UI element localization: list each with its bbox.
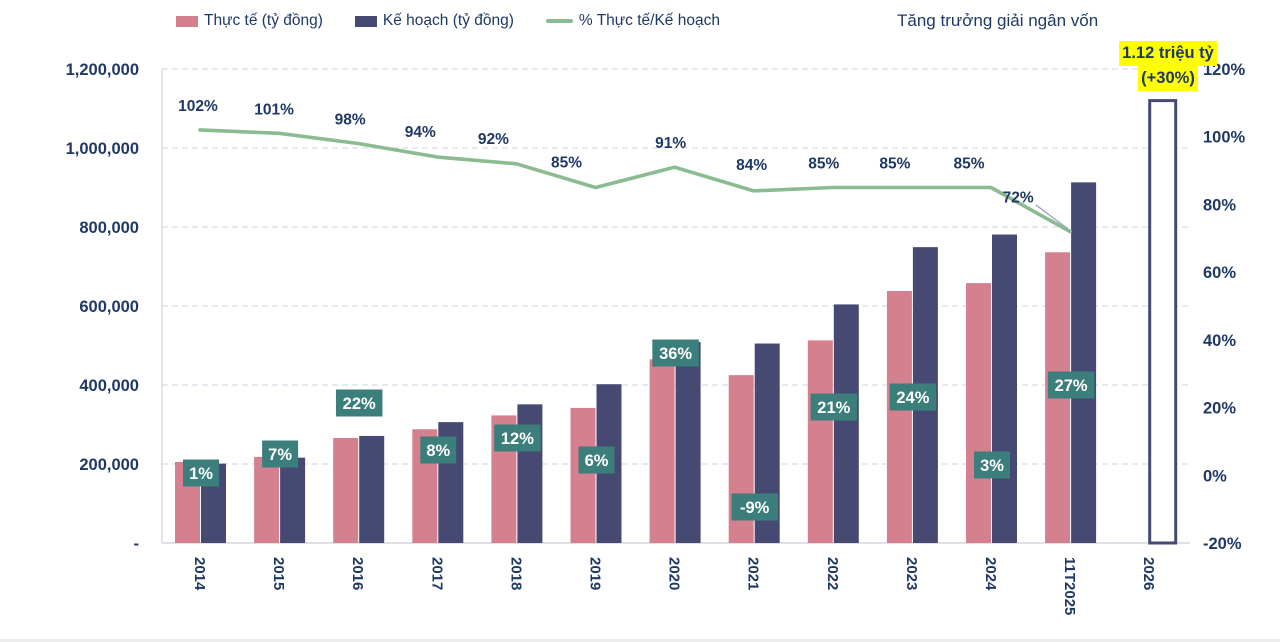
- growth-badge-label: 24%: [896, 389, 929, 407]
- ratio-line: [198, 128, 1072, 234]
- ratio-label-2022: 85%: [808, 156, 839, 173]
- ratio-label-2021: 84%: [736, 157, 767, 174]
- bar-actual-2024: [966, 283, 991, 543]
- x-tick-2021: 2021: [745, 557, 762, 590]
- y-axis-left-tick: 800,000: [79, 219, 139, 237]
- y-axis-left-tick: 400,000: [79, 377, 139, 395]
- ratio-label-2015: 101%: [254, 101, 294, 118]
- x-tick-2020: 2020: [666, 557, 683, 590]
- x-tick-2018: 2018: [507, 557, 524, 590]
- growth-badge-label: 1%: [189, 465, 213, 483]
- bar-actual-2023: [886, 290, 912, 543]
- ratio-label-2019: 85%: [551, 155, 582, 172]
- y-axis-left-tick: 1,000,000: [66, 140, 139, 158]
- bar-actual-2019: [570, 407, 596, 543]
- legend-item-plan: Kế hoạch (tỷ đồng): [354, 12, 514, 30]
- y-axis-right-tick: -20%: [1203, 535, 1242, 553]
- ratio-label-2014: 102%: [178, 98, 218, 115]
- bar-plan-2022: [833, 304, 859, 543]
- growth-badge-label: 12%: [501, 430, 534, 448]
- growth-badge-2021: [731, 493, 778, 521]
- chart-title: Tăng trưởng giải ngân vốn: [897, 11, 1099, 30]
- y-axis-left-tick: 1,200,000: [66, 61, 139, 79]
- growth-badge-2016: [335, 389, 383, 417]
- ratio-leader-line: [1035, 204, 1069, 230]
- x-tick-11T2025: 11T2025: [1061, 557, 1078, 615]
- growth-badge-label: 36%: [659, 345, 692, 363]
- legend-item-ratio: % Thực tế/Kế hoạch: [545, 12, 720, 30]
- legend-label-plan: Kế hoạch (tỷ đồng): [382, 12, 514, 29]
- growth-badge-2020: [652, 339, 699, 367]
- y-axis-right-tick: 0%: [1203, 467, 1227, 485]
- ratio-label-2024: 85%: [953, 156, 984, 173]
- y-axis-right-tick: 60%: [1203, 264, 1236, 282]
- y-axis-left-tick: -: [134, 535, 140, 553]
- x-tick-2024: 2024: [982, 557, 999, 591]
- ratio-label-2018: 92%: [478, 131, 509, 148]
- actual-series-swatch: [176, 15, 198, 27]
- growth-badge-label: 3%: [980, 457, 1004, 475]
- x-tick-2015: 2015: [270, 557, 287, 590]
- y-axis-right-tick: 40%: [1203, 332, 1236, 350]
- growth-badge-2017: [420, 436, 457, 464]
- y-axis-left-tick: 600,000: [79, 298, 139, 316]
- x-tick-2019: 2019: [587, 557, 604, 590]
- y-axis-right-tick: 20%: [1203, 400, 1236, 418]
- bar-actual-2016: [333, 437, 359, 543]
- ratio-label-2020: 91%: [655, 135, 686, 152]
- x-tick-2016: 2016: [349, 557, 366, 590]
- x-tick-2026: 2026: [1140, 557, 1157, 590]
- growth-badge-2022: [810, 393, 858, 421]
- growth-badge-2015: [262, 440, 299, 468]
- bottom-edge-divider: [0, 639, 1280, 642]
- x-tick-2022: 2022: [824, 557, 841, 590]
- growth-badge-label: 8%: [426, 442, 450, 460]
- growth-badge-label: -9%: [740, 499, 770, 517]
- growth-badge-11T2025: [1047, 371, 1095, 399]
- x-tick-2014: 2014: [191, 557, 208, 591]
- y-axis-left-tick: 200,000: [79, 456, 139, 474]
- ratio-label-11T2025: 72%: [1003, 190, 1034, 207]
- growth-badge-2023: [889, 383, 937, 411]
- ratio-label-2017: 94%: [405, 124, 436, 141]
- y-axis-right-tick: 100%: [1203, 129, 1246, 147]
- growth-badge-2018: [494, 424, 541, 452]
- growth-badge-label: 21%: [817, 399, 850, 417]
- bar-plan-11T2025: [1071, 182, 1097, 544]
- annotation-growth: (+30%): [1138, 66, 1198, 91]
- growth-badge-label: 7%: [268, 446, 292, 464]
- growth-badge-label: 6%: [585, 452, 609, 470]
- growth-badge-2024: [974, 451, 1010, 479]
- growth-badge-2014: [183, 459, 219, 487]
- bar-actual-2015: [254, 456, 280, 543]
- bar-plan-outlined-2026: [1148, 99, 1178, 545]
- growth-badge-label: 27%: [1055, 377, 1088, 395]
- bar-plan-2020: [675, 341, 701, 543]
- growth-badge-label: 22%: [343, 395, 376, 413]
- x-tick-2017: 2017: [428, 557, 445, 590]
- legend-label-actual: Thực tế (tỷ đồng): [204, 12, 323, 29]
- bar-plan-2015: [280, 457, 306, 543]
- ratio-series-swatch: [545, 19, 573, 23]
- bar-plan-2016: [359, 435, 385, 543]
- annotation-value: 1.12 triệu tỷ: [1119, 41, 1217, 66]
- legend-item-actual: Thực tế (tỷ đồng): [176, 12, 323, 30]
- ratio-label-2016: 98%: [335, 111, 366, 128]
- bar-actual-2022: [807, 340, 833, 543]
- x-tick-2023: 2023: [903, 557, 920, 590]
- ratio-label-2023: 85%: [879, 156, 910, 173]
- legend-label-ratio: % Thực tế/Kế hoạch: [578, 12, 720, 29]
- target-annotation: 1.12 triệu tỷ (+30%): [1103, 41, 1233, 91]
- growth-badge-2019: [578, 446, 615, 474]
- bar-plan-2024: [992, 234, 1017, 543]
- bar-actual-2020: [649, 359, 675, 543]
- plan-series-swatch: [354, 15, 377, 27]
- chart-legend: Thực tế (tỷ đồng) Kế hoạch (tỷ đồng) % T…: [176, 12, 720, 30]
- y-axis-right-tick: 80%: [1203, 196, 1236, 214]
